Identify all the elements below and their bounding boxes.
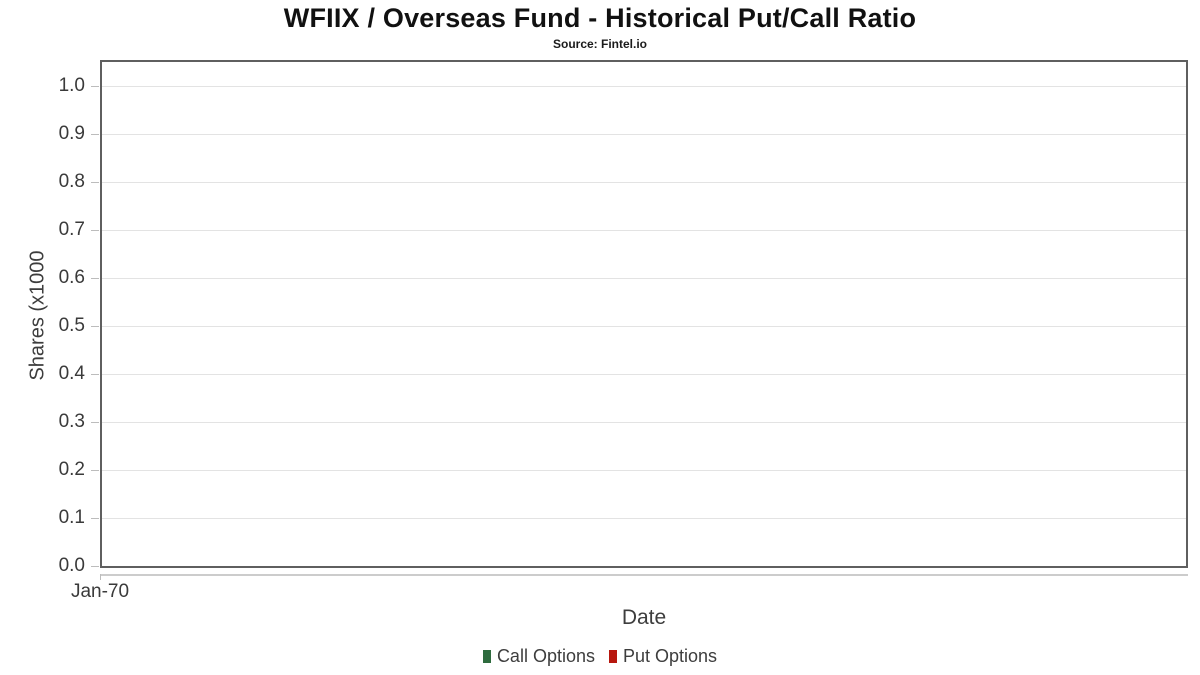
y-tick-mark (91, 134, 99, 135)
gridline (102, 86, 1186, 87)
gridline (102, 518, 1186, 519)
chart-legend: Call Options Put Options (0, 646, 1200, 667)
x-axis-title: Date (621, 606, 667, 629)
y-tick-label: 0.9 (58, 123, 85, 144)
y-tick-label: 0.7 (58, 219, 85, 240)
y-tick-mark (91, 470, 99, 471)
y-tick-label: 0.5 (58, 315, 85, 336)
y-tick-mark (91, 230, 99, 231)
gridline (102, 134, 1186, 135)
legend-label: Put Options (622, 646, 718, 666)
legend-label: Call Options (496, 646, 595, 666)
x-axis-line (100, 574, 1188, 576)
y-tick-mark (91, 326, 99, 327)
y-tick-mark (91, 278, 99, 279)
gridline (102, 182, 1186, 183)
gridline (102, 230, 1186, 231)
y-tick-label: 0.8 (58, 171, 85, 192)
gridline (102, 278, 1186, 279)
put-options-marker-icon (608, 650, 617, 663)
gridline (102, 470, 1186, 471)
chart-title: WFIIX / Overseas Fund - Historical Put/C… (283, 3, 917, 33)
y-tick-mark (91, 422, 99, 423)
chart-subtitle: Source: Fintel.io (552, 37, 647, 51)
y-tick-label: 0.0 (58, 555, 85, 576)
plot-area (100, 60, 1188, 568)
y-tick-mark (91, 518, 99, 519)
gridline (102, 326, 1186, 327)
y-tick-mark (91, 374, 99, 375)
y-tick-label: 0.3 (58, 411, 85, 432)
y-tick-mark (91, 182, 99, 183)
y-tick-label: 1.0 (58, 75, 85, 96)
y-tick-label: 0.6 (58, 267, 85, 288)
y-tick-label: 0.2 (58, 459, 85, 480)
y-tick-mark (91, 86, 99, 87)
x-tick-mark (100, 574, 101, 580)
y-tick-label: 0.4 (58, 363, 85, 384)
gridline (102, 422, 1186, 423)
y-tick-label: 0.1 (58, 507, 85, 528)
legend-item-put-options[interactable]: Put Options (608, 646, 718, 667)
gridline (102, 374, 1186, 375)
y-tick-mark (91, 566, 99, 567)
legend-item-call-options[interactable]: Call Options (482, 646, 595, 667)
call-options-marker-icon (482, 650, 491, 663)
x-tick-label: Jan-70 (70, 581, 130, 602)
